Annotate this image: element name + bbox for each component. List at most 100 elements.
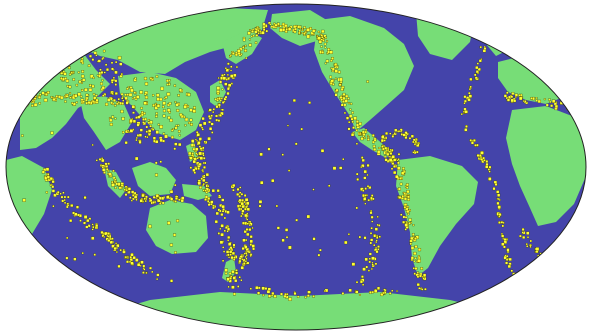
earthquake-dot — [227, 83, 232, 87]
earthquake-dot — [355, 129, 358, 132]
earthquake-dot — [422, 273, 427, 277]
earthquake-dot — [554, 274, 558, 279]
earthquake-dot — [370, 238, 374, 242]
earthquake-dot — [249, 287, 252, 290]
earthquake-dot — [46, 175, 50, 179]
earthquake-dot — [261, 30, 265, 35]
earthquake-dot — [112, 98, 116, 102]
earthquake-dot — [388, 158, 393, 162]
earthquake-dot — [483, 159, 486, 162]
earthquake-dot — [288, 297, 292, 301]
earthquake-dot — [91, 58, 95, 61]
earthquake-dot — [179, 113, 183, 117]
earthquake-dot — [545, 103, 549, 107]
earthquake-dot — [364, 128, 368, 132]
earthquake-dot — [375, 250, 379, 254]
earthquake-dot — [501, 242, 505, 246]
earthquake-dot — [224, 67, 227, 70]
earthquake-dot — [384, 291, 387, 294]
landmass-north-eurasia — [86, 8, 268, 74]
earthquake-dot — [485, 39, 489, 42]
earthquake-dot — [364, 187, 367, 190]
earthquake-dot — [227, 253, 230, 257]
earthquake-dot — [102, 94, 105, 97]
earthquake-dot — [132, 256, 136, 260]
earthquake-dot — [131, 105, 136, 109]
earthquake-dot — [52, 205, 55, 208]
earthquake-dot — [67, 54, 71, 59]
earthquake-dot — [129, 196, 132, 199]
earthquake-dot — [89, 74, 94, 79]
earthquake-dot — [51, 189, 56, 193]
earthquake-dot — [485, 165, 489, 169]
earthquake-dot — [155, 194, 159, 198]
earthquake-dot — [92, 93, 96, 96]
earthquake-dot — [235, 65, 239, 69]
earthquake-dot — [195, 152, 198, 155]
earthquake-dot — [202, 178, 206, 183]
earthquake-dot — [306, 294, 310, 298]
earthquake-dot — [347, 233, 350, 236]
earthquake-dot — [554, 273, 558, 277]
earthquake-dot — [189, 156, 193, 160]
earthquake-dot — [49, 177, 53, 181]
earthquake-dot — [175, 103, 179, 107]
earthquake-dot — [412, 151, 415, 154]
earthquake-dot — [230, 69, 233, 72]
earthquake-dot — [162, 132, 166, 135]
earthquake-dot — [375, 239, 378, 242]
earthquake-dot — [201, 128, 204, 131]
earthquake-dot — [372, 140, 375, 144]
earthquake-dot — [56, 69, 60, 73]
earthquake-dot — [557, 274, 560, 277]
earthquake-dot — [468, 91, 471, 95]
earthquake-dot — [567, 285, 571, 289]
earthquake-dot — [229, 276, 232, 280]
earthquake-dot — [232, 243, 236, 247]
earthquake-dot — [176, 219, 180, 223]
earthquake-dot — [68, 73, 72, 76]
earthquake-dot — [295, 218, 298, 222]
earthquake-dot — [562, 282, 565, 286]
earthquake-dot — [510, 269, 514, 273]
earthquake-dot — [63, 72, 67, 76]
earthquake-dot — [578, 108, 582, 112]
earthquake-dot — [394, 128, 398, 132]
earthquake-dot — [119, 62, 123, 66]
earthquake-dot — [243, 230, 247, 234]
earthquake-dot — [135, 136, 138, 139]
earthquake-dot — [122, 131, 125, 134]
earthquake-dot — [189, 108, 193, 112]
earthquake-dot — [206, 200, 210, 203]
earthquake-dot — [393, 170, 397, 175]
earthquake-dot — [277, 22, 280, 26]
earthquake-dot — [174, 126, 178, 130]
earthquake-dot — [41, 91, 45, 95]
earthquake-dot — [66, 93, 69, 96]
earthquake-dot — [140, 260, 144, 264]
earthquake-dot — [101, 86, 105, 90]
earthquake-dot — [232, 258, 236, 261]
earthquake-dot — [19, 105, 23, 109]
earthquake-dot — [285, 236, 289, 239]
earthquake-dot — [556, 272, 558, 275]
earthquake-dot — [129, 86, 133, 89]
earthquake-dot — [248, 228, 252, 232]
earthquake-dot — [321, 36, 324, 39]
earthquake-dot — [410, 256, 414, 260]
landmass-north-america — [314, 16, 414, 132]
earthquake-dot — [139, 90, 143, 94]
earthquake-dot — [369, 241, 373, 245]
earthquake-dot — [109, 240, 113, 244]
earthquake-dot — [549, 269, 553, 274]
earthquake-dot — [258, 204, 262, 208]
earthquake-dot — [142, 271, 145, 274]
earthquake-dot — [398, 196, 402, 199]
earthquake-dot — [215, 118, 219, 122]
earthquake-dot — [126, 93, 129, 96]
earthquake-dot — [518, 96, 523, 101]
earthquake-dot — [510, 95, 514, 99]
earthquake-dot — [327, 48, 331, 51]
earthquake-dot — [243, 200, 246, 204]
earthquake-dot — [117, 101, 120, 104]
